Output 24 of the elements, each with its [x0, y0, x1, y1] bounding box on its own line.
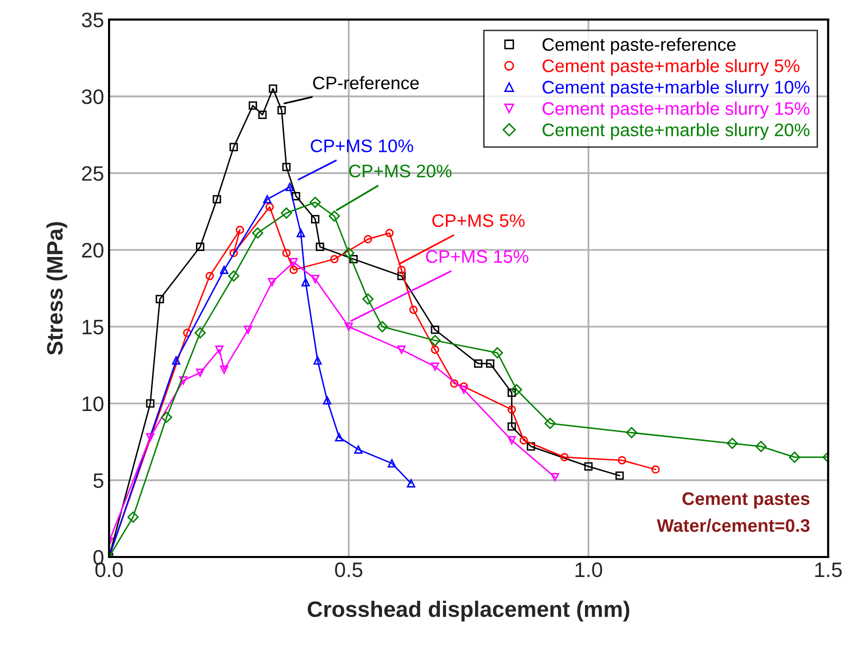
- y-tick-label: 30: [82, 89, 104, 104]
- annotation: CP+MS 20%: [349, 164, 452, 178]
- y-tick-label: 15: [82, 320, 104, 334]
- annotation: CP-reference: [313, 76, 419, 90]
- annotation: Cement pastes: [682, 492, 810, 509]
- annotation: CP+MS 10%: [310, 139, 414, 152]
- legend-label: Cement paste+marble slurry 15%: [542, 102, 810, 119]
- y-tick-label: 10: [82, 396, 104, 412]
- annotation: Water/cement=0.3: [656, 518, 810, 532]
- y-tick-label: 20: [82, 242, 104, 258]
- annotation: CP+MS 15%: [426, 250, 528, 263]
- y-tick-label: 35: [82, 12, 104, 28]
- y-tick-label: 25: [82, 166, 104, 181]
- x-tick-label: 0.5: [335, 562, 362, 578]
- y-axis-title: Stress (MPa): [46, 222, 68, 355]
- x-axis-title: Crosshead displacement (mm): [308, 600, 630, 622]
- y-tick-label: 5: [93, 473, 104, 488]
- legend-label: Cement paste+marble slurry 20%: [542, 123, 810, 140]
- x-tick-label: 1.5: [815, 562, 842, 578]
- annotation: CP+MS 5%: [432, 214, 525, 227]
- legend-label: Cement paste+marble slurry 5%: [542, 58, 800, 76]
- legend-label: Cement paste+marble slurry 10%: [542, 80, 810, 98]
- x-tick-label: 1.0: [576, 562, 602, 578]
- legend-label: Cement paste-reference: [542, 38, 736, 54]
